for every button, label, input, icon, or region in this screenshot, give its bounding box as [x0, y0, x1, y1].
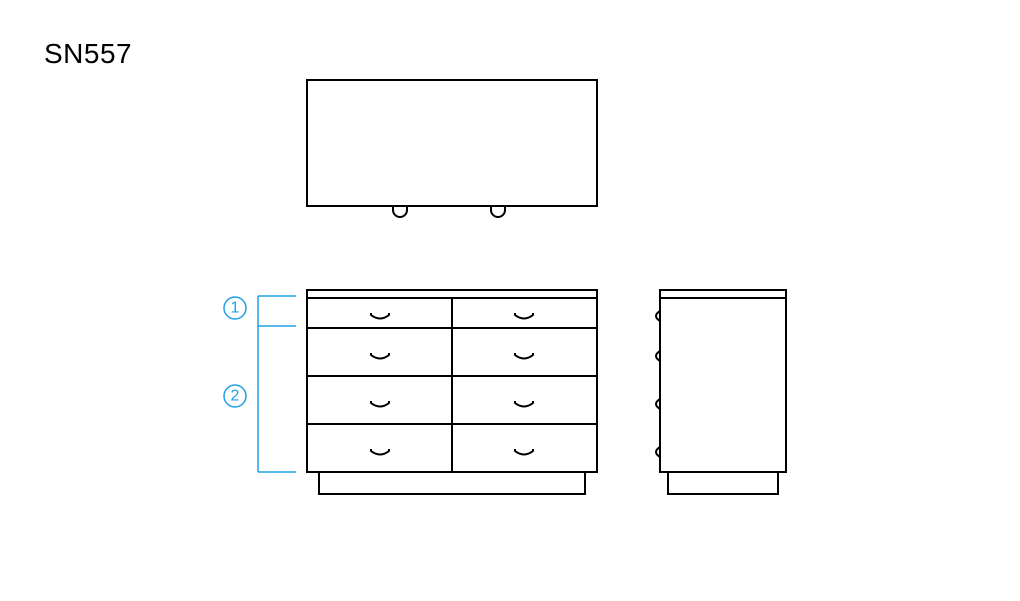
furniture-diagram: 12 [0, 0, 1020, 601]
top-view-body [307, 80, 597, 206]
side-view-body [660, 290, 786, 472]
callout-label-2: 2 [231, 388, 240, 405]
front-view-plinth [319, 472, 585, 494]
top-view-handle-1 [393, 210, 407, 217]
top-view-handle-2 [491, 210, 505, 217]
side-view-plinth [668, 472, 778, 494]
callout-label-1: 1 [231, 300, 240, 317]
